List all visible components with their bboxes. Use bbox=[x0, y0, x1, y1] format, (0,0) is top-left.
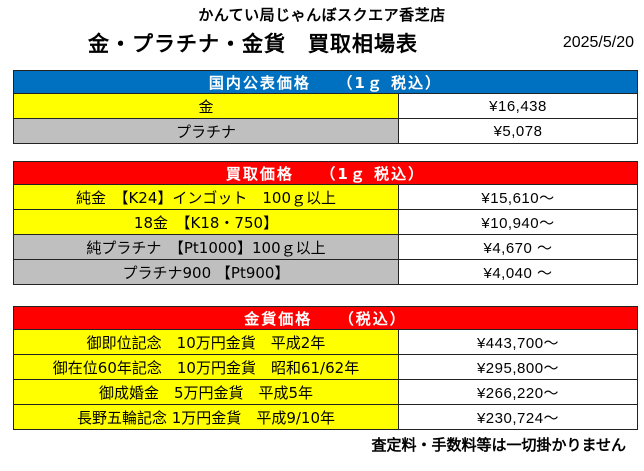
table-row: 純プラチナ 【Pt1000】100ｇ以上 ¥4,670 ～ bbox=[13, 234, 639, 260]
table-row: 御在位60年記念 10万円金貨 昭和61/62年 ¥295,800～ bbox=[13, 354, 639, 380]
coin-reign60-label-cell: 御在位60年記念 10万円金貨 昭和61/62年 bbox=[13, 354, 399, 380]
store-name: かんてい局じゃんぼスクエア香芝店 bbox=[198, 6, 446, 24]
table-row: 御即位記念 10万円金貨 平成2年 ¥443,700～ bbox=[13, 329, 639, 355]
platinum-price-cell: ¥5,078 bbox=[397, 118, 639, 144]
coin-enthronement-price-cell: ¥443,700～ bbox=[397, 329, 639, 355]
table-header-row: 買取価格 （1ｇ 税込） bbox=[12, 161, 639, 185]
coin-wedding-label-cell: 御成婚金 5万円金貨 平成5年 bbox=[13, 379, 399, 405]
table-header-row: 金貨価格 （税込） bbox=[12, 306, 639, 330]
coin-wedding-price-cell: ¥266,220～ bbox=[397, 379, 639, 405]
coin-nagano-label-cell: 長野五輪記念 1万円金貨 平成9/10年 bbox=[13, 404, 399, 430]
table-row: プラチナ900 【Pt900】 ¥4,040 ～ bbox=[13, 259, 639, 285]
gold-label-cell: 金 bbox=[13, 93, 399, 119]
coin-price-heading: 金貨価格 （税込） bbox=[12, 306, 639, 330]
table-row: 御成婚金 5万円金貨 平成5年 ¥266,220～ bbox=[13, 379, 639, 405]
pt1000-price-cell: ¥4,670 ～ bbox=[397, 234, 639, 260]
buy-price-heading: 買取価格 （1ｇ 税込） bbox=[12, 161, 639, 185]
gold-price-cell: ¥16,438 bbox=[397, 93, 639, 119]
table-row: 金 ¥16,438 bbox=[13, 93, 639, 119]
date-label: 2025/5/20 bbox=[562, 34, 634, 51]
pt900-price-cell: ¥4,040 ～ bbox=[397, 259, 639, 285]
pt1000-label-cell: 純プラチナ 【Pt1000】100ｇ以上 bbox=[13, 234, 399, 260]
coin-nagano-price-cell: ¥230,724～ bbox=[397, 404, 639, 430]
coin-price-table: 金貨価格 （税込） 御即位記念 10万円金貨 平成2年 ¥443,700～ 御在… bbox=[12, 306, 639, 430]
k24-price-cell: ¥15,610～ bbox=[397, 184, 639, 210]
pt900-label-cell: プラチナ900 【Pt900】 bbox=[13, 259, 399, 285]
buy-price-table: 買取価格 （1ｇ 税込） 純金 【K24】インゴット 100ｇ以上 ¥15,61… bbox=[12, 161, 639, 285]
table-row: 純金 【K24】インゴット 100ｇ以上 ¥15,610～ bbox=[13, 184, 639, 210]
table-row: プラチナ ¥5,078 bbox=[13, 118, 639, 144]
platinum-label-cell: プラチナ bbox=[13, 118, 399, 144]
k18-label-cell: 18金 【K18・750】 bbox=[13, 209, 399, 235]
table-header-row: 国内公表価格 （1ｇ 税込） bbox=[12, 70, 639, 94]
k24-label-cell: 純金 【K24】インゴット 100ｇ以上 bbox=[13, 184, 399, 210]
footer-note: 査定料・手数料等は一切掛かりません bbox=[371, 436, 626, 454]
public-price-table: 国内公表価格 （1ｇ 税込） 金 ¥16,438 プラチナ ¥5,078 bbox=[12, 70, 639, 144]
public-price-heading: 国内公表価格 （1ｇ 税込） bbox=[12, 70, 639, 94]
coin-reign60-price-cell: ¥295,800～ bbox=[397, 354, 639, 380]
page-title: 金・プラチナ・金貨 買取相場表 bbox=[88, 32, 418, 56]
table-row: 長野五輪記念 1万円金貨 平成9/10年 ¥230,724～ bbox=[13, 404, 639, 430]
coin-enthronement-label-cell: 御即位記念 10万円金貨 平成2年 bbox=[13, 329, 399, 355]
table-row: 18金 【K18・750】 ¥10,940～ bbox=[13, 209, 639, 235]
k18-price-cell: ¥10,940～ bbox=[397, 209, 639, 235]
